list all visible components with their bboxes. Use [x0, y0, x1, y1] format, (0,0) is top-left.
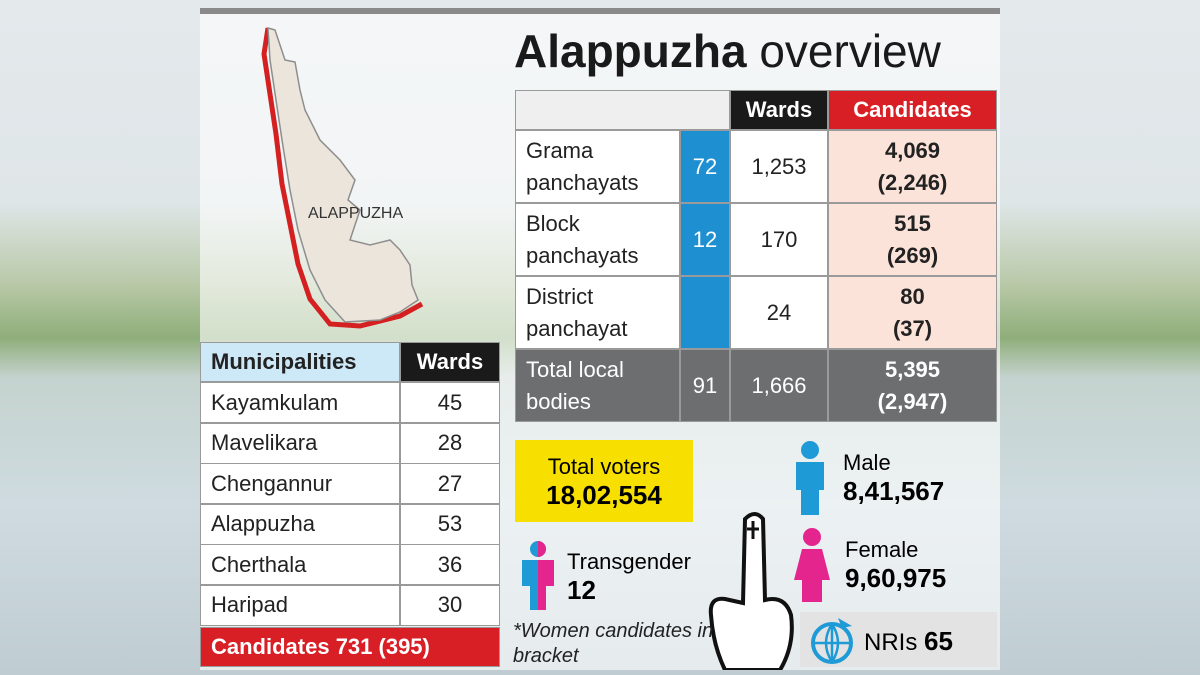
footnote: *Women candidates in bracket	[513, 620, 714, 667]
male-icon-body	[796, 462, 824, 515]
title-bold: Alappuzha	[514, 25, 747, 77]
row-candidates: 4,069 (2,246)	[828, 130, 997, 203]
row-wards: 24	[730, 276, 828, 349]
mun-header-name: Municipalities	[200, 342, 400, 382]
transgender-icon-head-half	[538, 541, 546, 557]
plane	[838, 618, 852, 628]
mun-name: Alappuzha	[200, 503, 400, 545]
mun-name: Mavelikara	[200, 422, 400, 464]
transgender-icon	[522, 541, 554, 610]
female-icon-body	[794, 549, 830, 602]
mun-name: Cherthala	[200, 544, 400, 585]
candidates-total: 5,395	[884, 356, 941, 382]
mun-wards: 36	[400, 544, 500, 585]
female-stat: Female 9,60,975	[845, 537, 946, 594]
row-wards: 1,666	[730, 349, 828, 422]
total-voters-box: Total voters 18,02,554	[515, 440, 693, 522]
ink-mark	[747, 521, 759, 539]
nris-stat: NRIs 65	[864, 626, 953, 657]
row-label: Grama panchayats	[515, 130, 680, 203]
row-count: 91	[680, 349, 730, 422]
globe-lines	[813, 623, 851, 663]
row-label: Total local bodies	[515, 349, 680, 422]
row-label: District panchayat	[515, 276, 680, 349]
transgender-icon-body-right	[538, 560, 554, 610]
row-label: Block panchayats	[515, 203, 680, 276]
row-count: 72	[680, 130, 730, 203]
male-icon-head	[801, 441, 819, 459]
globe-icon	[811, 618, 853, 664]
title-light: overview	[759, 25, 941, 77]
candidates-total: 80	[900, 283, 925, 309]
candidates-women: (37)	[892, 315, 933, 341]
row-candidates: 80 (37)	[828, 276, 997, 349]
row-candidates: 5,395 (2,947)	[828, 349, 997, 422]
nris-value: 65	[924, 626, 953, 656]
title: Alappuzha overview	[514, 24, 941, 78]
candidates-total: 4,069	[884, 137, 941, 163]
mun-wards: 45	[400, 382, 500, 423]
header-candidates: Candidates	[828, 90, 997, 130]
mun-footer: Candidates 731 (395)	[200, 627, 500, 667]
candidates-women: (2,246)	[877, 169, 948, 195]
row-wards: 170	[730, 203, 828, 276]
finger-outline	[708, 512, 794, 670]
transgender-stat: Transgender 12	[567, 549, 691, 606]
mun-name: Kayamkulam	[200, 382, 400, 423]
nris-label: NRIs	[864, 629, 918, 656]
candidates-women: (2,947)	[877, 388, 948, 414]
mun-wards: 53	[400, 503, 500, 545]
header-wards: Wards	[730, 90, 828, 130]
male-value: 8,41,567	[843, 476, 945, 506]
mun-name: Chengannur	[200, 463, 400, 504]
row-candidates: 515 (269)	[828, 203, 997, 276]
total-voters-label: Total voters	[547, 454, 661, 479]
map-label: ALAPPUZHA	[308, 205, 403, 222]
mun-wards: 30	[400, 584, 500, 626]
row-count	[680, 276, 730, 349]
transgender-icon-body-left	[522, 560, 538, 610]
inked-finger	[708, 512, 794, 670]
female-value: 9,60,975	[845, 563, 947, 593]
male-label: Male	[843, 450, 891, 475]
top-bar	[200, 8, 1000, 14]
transgender-value: 12	[567, 575, 596, 605]
candidates-women: (269)	[886, 242, 939, 268]
candidates-total: 515	[894, 210, 931, 236]
mun-header-wards: Wards	[400, 342, 500, 382]
mun-wards: 27	[400, 463, 500, 504]
map-shape	[267, 26, 419, 323]
female-label: Female	[845, 537, 919, 562]
gender-icons	[794, 441, 830, 602]
row-count: 12	[680, 203, 730, 276]
header-empty	[515, 90, 730, 130]
male-stat: Male 8,41,567	[843, 450, 944, 507]
transgender-label: Transgender	[567, 549, 691, 574]
mun-wards: 28	[400, 422, 500, 464]
mun-name: Haripad	[200, 584, 400, 626]
row-wards: 1,253	[730, 130, 828, 203]
total-voters-value: 18,02,554	[546, 480, 662, 510]
district-map: ALAPPUZHA	[261, 26, 424, 329]
map-border	[261, 27, 424, 329]
female-icon-head	[803, 528, 821, 546]
